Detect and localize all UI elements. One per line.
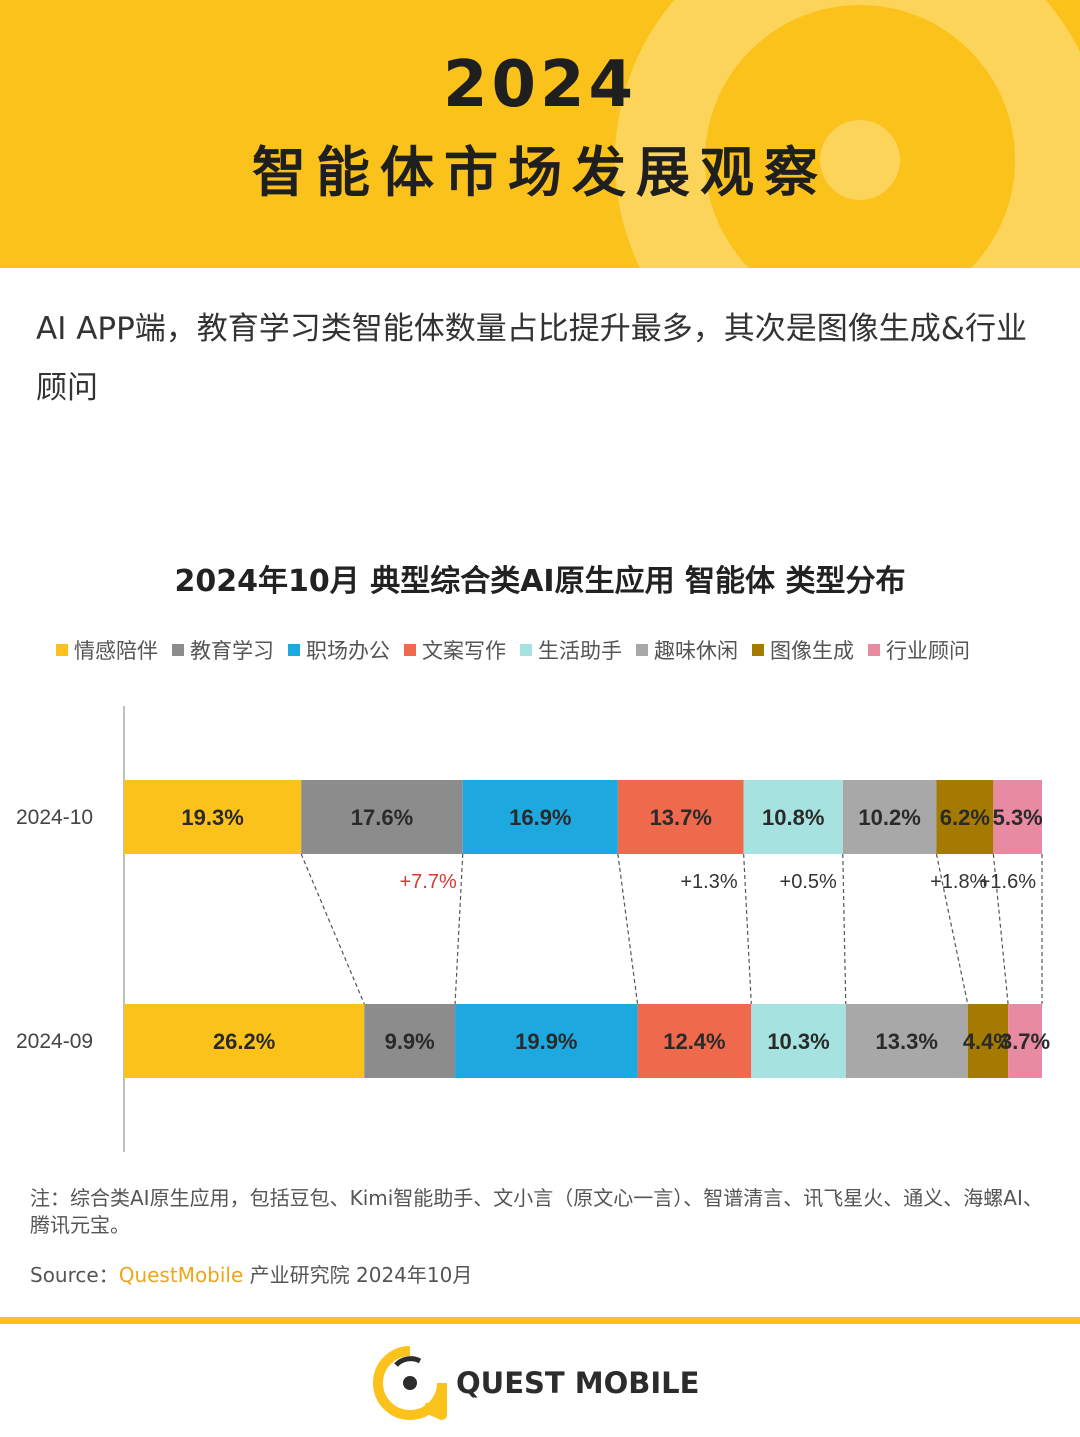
change-annotation: +1.3% — [680, 871, 737, 893]
bar-value-label: 26.2% — [213, 1029, 275, 1054]
legend-item: 职场办公 — [288, 635, 390, 665]
bar-value-label: 10.2% — [858, 805, 920, 830]
bar-value-label: 10.8% — [762, 805, 824, 830]
change-annotation: +1.6% — [979, 871, 1036, 893]
header-title: 智能体市场发展观察 — [252, 141, 828, 204]
legend-item: 行业顾问 — [868, 635, 970, 665]
bar-segment — [842, 780, 937, 854]
legend-swatch — [288, 644, 300, 656]
source-line: Source：QuestMobile 产业研究院 2024年10月 — [30, 1259, 472, 1288]
source-suffix: 产业研究院 2024年10月 — [243, 1263, 473, 1287]
bar-value-label: 6.2% — [940, 805, 990, 830]
legend-swatch — [520, 644, 532, 656]
change-annotation: +0.5% — [780, 871, 837, 893]
bar-value-label: 10.3% — [767, 1029, 829, 1054]
bar-segment — [993, 780, 1042, 854]
bar-segment — [845, 1004, 968, 1078]
bar-segment — [751, 1004, 846, 1078]
bar-value-label: 5.3% — [993, 805, 1043, 830]
bar-value-label: 3.7% — [1000, 1029, 1050, 1054]
legend-swatch — [752, 644, 764, 656]
legend-label: 图像生成 — [770, 639, 854, 663]
bar-segment — [124, 780, 302, 854]
change-annotation: +7.7% — [399, 871, 456, 893]
bar-segment — [967, 1004, 1009, 1078]
legend-item: 趣味休闲 — [636, 635, 738, 665]
bar-value-label: 19.9% — [515, 1029, 577, 1054]
legend-item: 图像生成 — [752, 635, 854, 665]
category-label: 2024-10 — [16, 806, 93, 829]
legend-label: 文案写作 — [422, 639, 506, 663]
source-prefix: Source： — [30, 1263, 119, 1287]
bar-value-label: 4.4% — [963, 1029, 1013, 1054]
chart-plot: 2024-10 2024-09 19.3% 17.6% 16.9% 13.7% 10.8% 1… — [16, 706, 1050, 1152]
change-annotation: +1.8% — [930, 871, 987, 893]
chart-title: 2024年10月 典型综合类AI原生应用 智能体 类型分布 — [174, 564, 906, 599]
legend-label: 教育学习 — [190, 639, 274, 663]
bar-value-label: 13.7% — [650, 805, 712, 830]
header-banner: 2024 智能体市场发展观察 — [0, 0, 1080, 268]
bar-segment — [1008, 1004, 1042, 1078]
legend-label: 趣味休闲 — [654, 639, 738, 663]
legend-label: 职场办公 — [306, 639, 390, 663]
bar-segment — [124, 1004, 365, 1078]
footer-logo: QUEST MOBILE — [372, 1345, 699, 1421]
connector-line — [935, 853, 969, 1005]
legend-swatch — [636, 644, 648, 656]
bar-segment — [743, 780, 843, 854]
category-label: 2024-09 — [16, 1030, 93, 1053]
lead-text: AI APP端，教育学习类智能体数量占比提升最多，其次是图像生成&行业顾问 — [36, 311, 1027, 406]
bar-value-label: 17.6% — [351, 805, 413, 830]
chart-legend: 情感陪伴 教育学习 职场办公 文案写作 生活助手 趣味休闲 图像生成 行业顾问 — [56, 634, 970, 666]
legend-item: 生活助手 — [520, 635, 622, 665]
connector-line — [617, 853, 639, 1005]
bar-segment — [301, 780, 463, 854]
legend-label: 生活助手 — [538, 639, 622, 663]
watermark-logo-icon — [615, 0, 1080, 268]
legend-label: 行业顾问 — [886, 639, 970, 663]
footer-divider — [0, 1317, 1080, 1324]
connector-line — [842, 853, 847, 1005]
legend-item: 教育学习 — [172, 635, 274, 665]
bar-value-label: 9.9% — [385, 1029, 435, 1054]
bar-segment — [364, 1004, 456, 1078]
legend-swatch — [868, 644, 880, 656]
legend-item: 文案写作 — [404, 635, 506, 665]
legend-item: 情感陪伴 — [56, 635, 158, 665]
legend-swatch — [172, 644, 184, 656]
legend-swatch — [404, 644, 416, 656]
legend-swatch — [56, 644, 68, 656]
bar-value-label: 16.9% — [509, 805, 571, 830]
bar-segment — [637, 1004, 752, 1078]
footnote: 注：综合类AI原生应用，包括豆包、Kimi智能助手、文小言（原文心一言）、智谱清… — [30, 1186, 1043, 1237]
header-year: 2024 — [442, 48, 638, 122]
questmobile-logo-icon — [373, 1346, 447, 1420]
bar-segment — [462, 780, 618, 854]
bar-value-label: 13.3% — [876, 1029, 938, 1054]
source-brand: QuestMobile — [118, 1263, 244, 1287]
footer-logo-text: QUEST MOBILE — [456, 1366, 700, 1400]
bar-value-label: 19.3% — [181, 805, 243, 830]
connector-line — [743, 853, 752, 1005]
bar-segment — [936, 780, 994, 854]
bar-segment — [617, 780, 744, 854]
bar-segment — [455, 1004, 638, 1078]
legend-label: 情感陪伴 — [74, 639, 158, 663]
bar-value-label: 12.4% — [663, 1029, 725, 1054]
connector-line — [300, 853, 365, 1005]
